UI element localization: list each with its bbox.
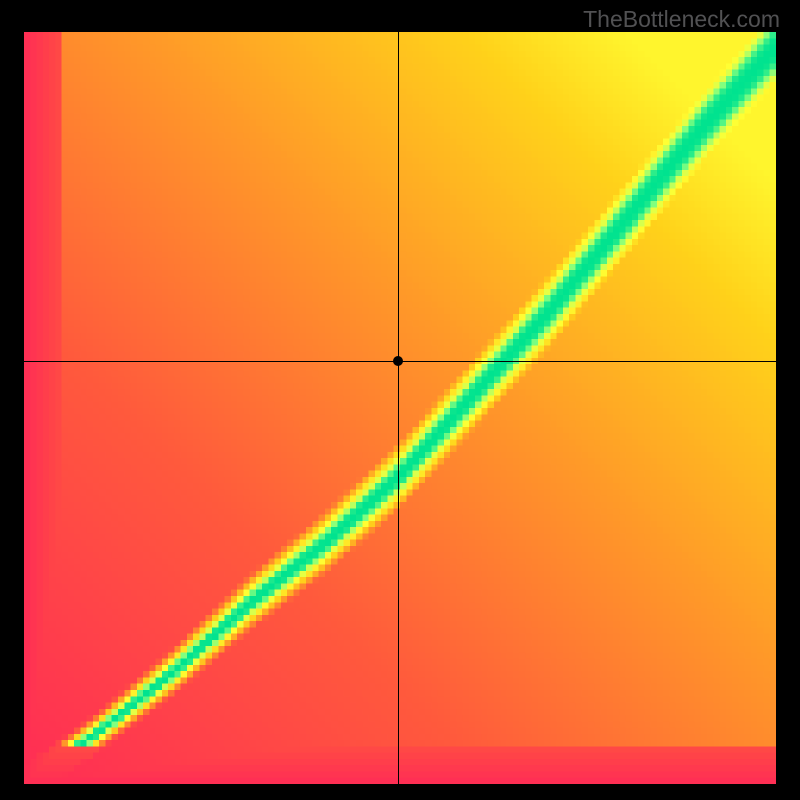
watermark-text: TheBottleneck.com [583,6,780,33]
heatmap-plot [24,32,776,784]
crosshair-vertical [398,32,399,784]
heatmap-canvas [24,32,776,784]
crosshair-marker [393,356,403,366]
